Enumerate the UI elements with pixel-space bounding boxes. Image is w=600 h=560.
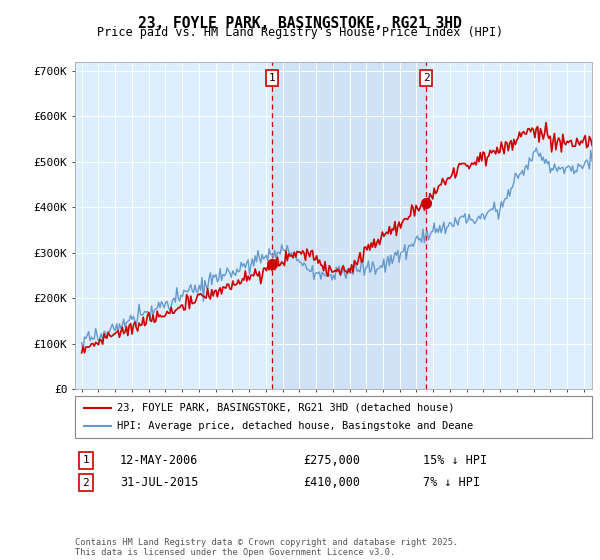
Bar (272, 62, 426, 389)
Text: 1: 1 (82, 455, 89, 465)
Text: Price paid vs. HM Land Registry's House Price Index (HPI): Price paid vs. HM Land Registry's House … (97, 26, 503, 39)
Text: 2: 2 (423, 73, 430, 83)
Text: 12-MAY-2006: 12-MAY-2006 (120, 454, 199, 467)
Text: 23, FOYLE PARK, BASINGSTOKE, RG21 3HD (detached house): 23, FOYLE PARK, BASINGSTOKE, RG21 3HD (d… (117, 403, 455, 413)
Text: 23, FOYLE PARK, BASINGSTOKE, RG21 3HD: 23, FOYLE PARK, BASINGSTOKE, RG21 3HD (138, 16, 462, 31)
Text: £275,000: £275,000 (303, 454, 360, 467)
Text: HPI: Average price, detached house, Basingstoke and Deane: HPI: Average price, detached house, Basi… (117, 421, 473, 431)
Text: Contains HM Land Registry data © Crown copyright and database right 2025.
This d: Contains HM Land Registry data © Crown c… (75, 538, 458, 557)
Text: 1: 1 (268, 73, 275, 83)
Text: 7% ↓ HPI: 7% ↓ HPI (423, 476, 480, 489)
Text: £410,000: £410,000 (303, 476, 360, 489)
Text: 15% ↓ HPI: 15% ↓ HPI (423, 454, 487, 467)
Text: 31-JUL-2015: 31-JUL-2015 (120, 476, 199, 489)
Text: 2: 2 (82, 478, 89, 488)
